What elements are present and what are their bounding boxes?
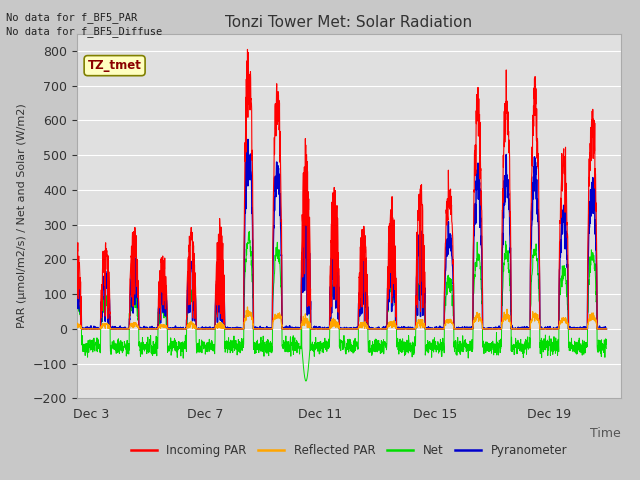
X-axis label: Time: Time [590,427,621,440]
Title: Tonzi Tower Met: Solar Radiation: Tonzi Tower Met: Solar Radiation [225,15,472,30]
Text: TZ_tmet: TZ_tmet [88,59,141,72]
Y-axis label: PAR (μmol/m2/s) / Net and Solar (W/m2): PAR (μmol/m2/s) / Net and Solar (W/m2) [17,104,27,328]
Legend: Incoming PAR, Reflected PAR, Net, Pyranometer: Incoming PAR, Reflected PAR, Net, Pyrano… [126,439,572,462]
Text: No data for f_BF5_PAR: No data for f_BF5_PAR [6,12,138,23]
Text: No data for f_BF5_Diffuse: No data for f_BF5_Diffuse [6,26,163,37]
